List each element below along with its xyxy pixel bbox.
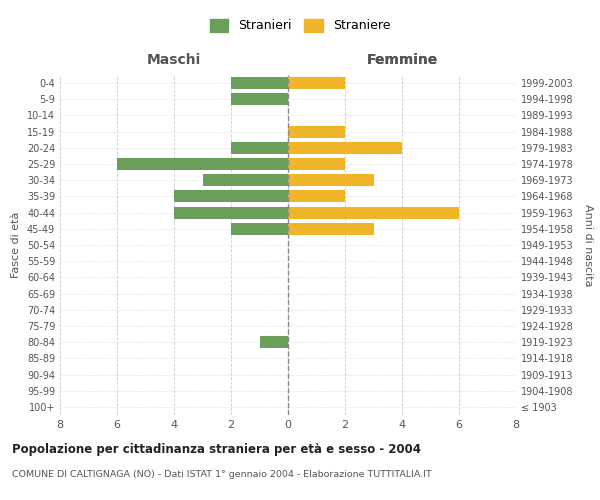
- Bar: [288, 158, 345, 170]
- Bar: [231, 222, 288, 235]
- Bar: [174, 190, 288, 202]
- Bar: [260, 336, 288, 348]
- Bar: [288, 222, 373, 235]
- Bar: [288, 190, 345, 202]
- Text: Maschi: Maschi: [147, 52, 201, 66]
- Bar: [174, 206, 288, 218]
- Bar: [231, 142, 288, 154]
- Text: Femmine: Femmine: [367, 52, 437, 66]
- Legend: Stranieri, Straniere: Stranieri, Straniere: [205, 14, 395, 38]
- Bar: [231, 77, 288, 89]
- Text: Popolazione per cittadinanza straniera per età e sesso - 2004: Popolazione per cittadinanza straniera p…: [12, 442, 421, 456]
- Bar: [117, 158, 288, 170]
- Bar: [288, 206, 459, 218]
- Bar: [288, 174, 373, 186]
- Bar: [288, 142, 402, 154]
- Y-axis label: Fasce di età: Fasce di età: [11, 212, 21, 278]
- Bar: [288, 77, 345, 89]
- Text: COMUNE DI CALTIGNAGA (NO) - Dati ISTAT 1° gennaio 2004 - Elaborazione TUTTITALIA: COMUNE DI CALTIGNAGA (NO) - Dati ISTAT 1…: [12, 470, 432, 479]
- Bar: [203, 174, 288, 186]
- Bar: [288, 126, 345, 138]
- Y-axis label: Anni di nascita: Anni di nascita: [583, 204, 593, 286]
- Text: Femmine: Femmine: [367, 52, 437, 66]
- Bar: [231, 93, 288, 106]
